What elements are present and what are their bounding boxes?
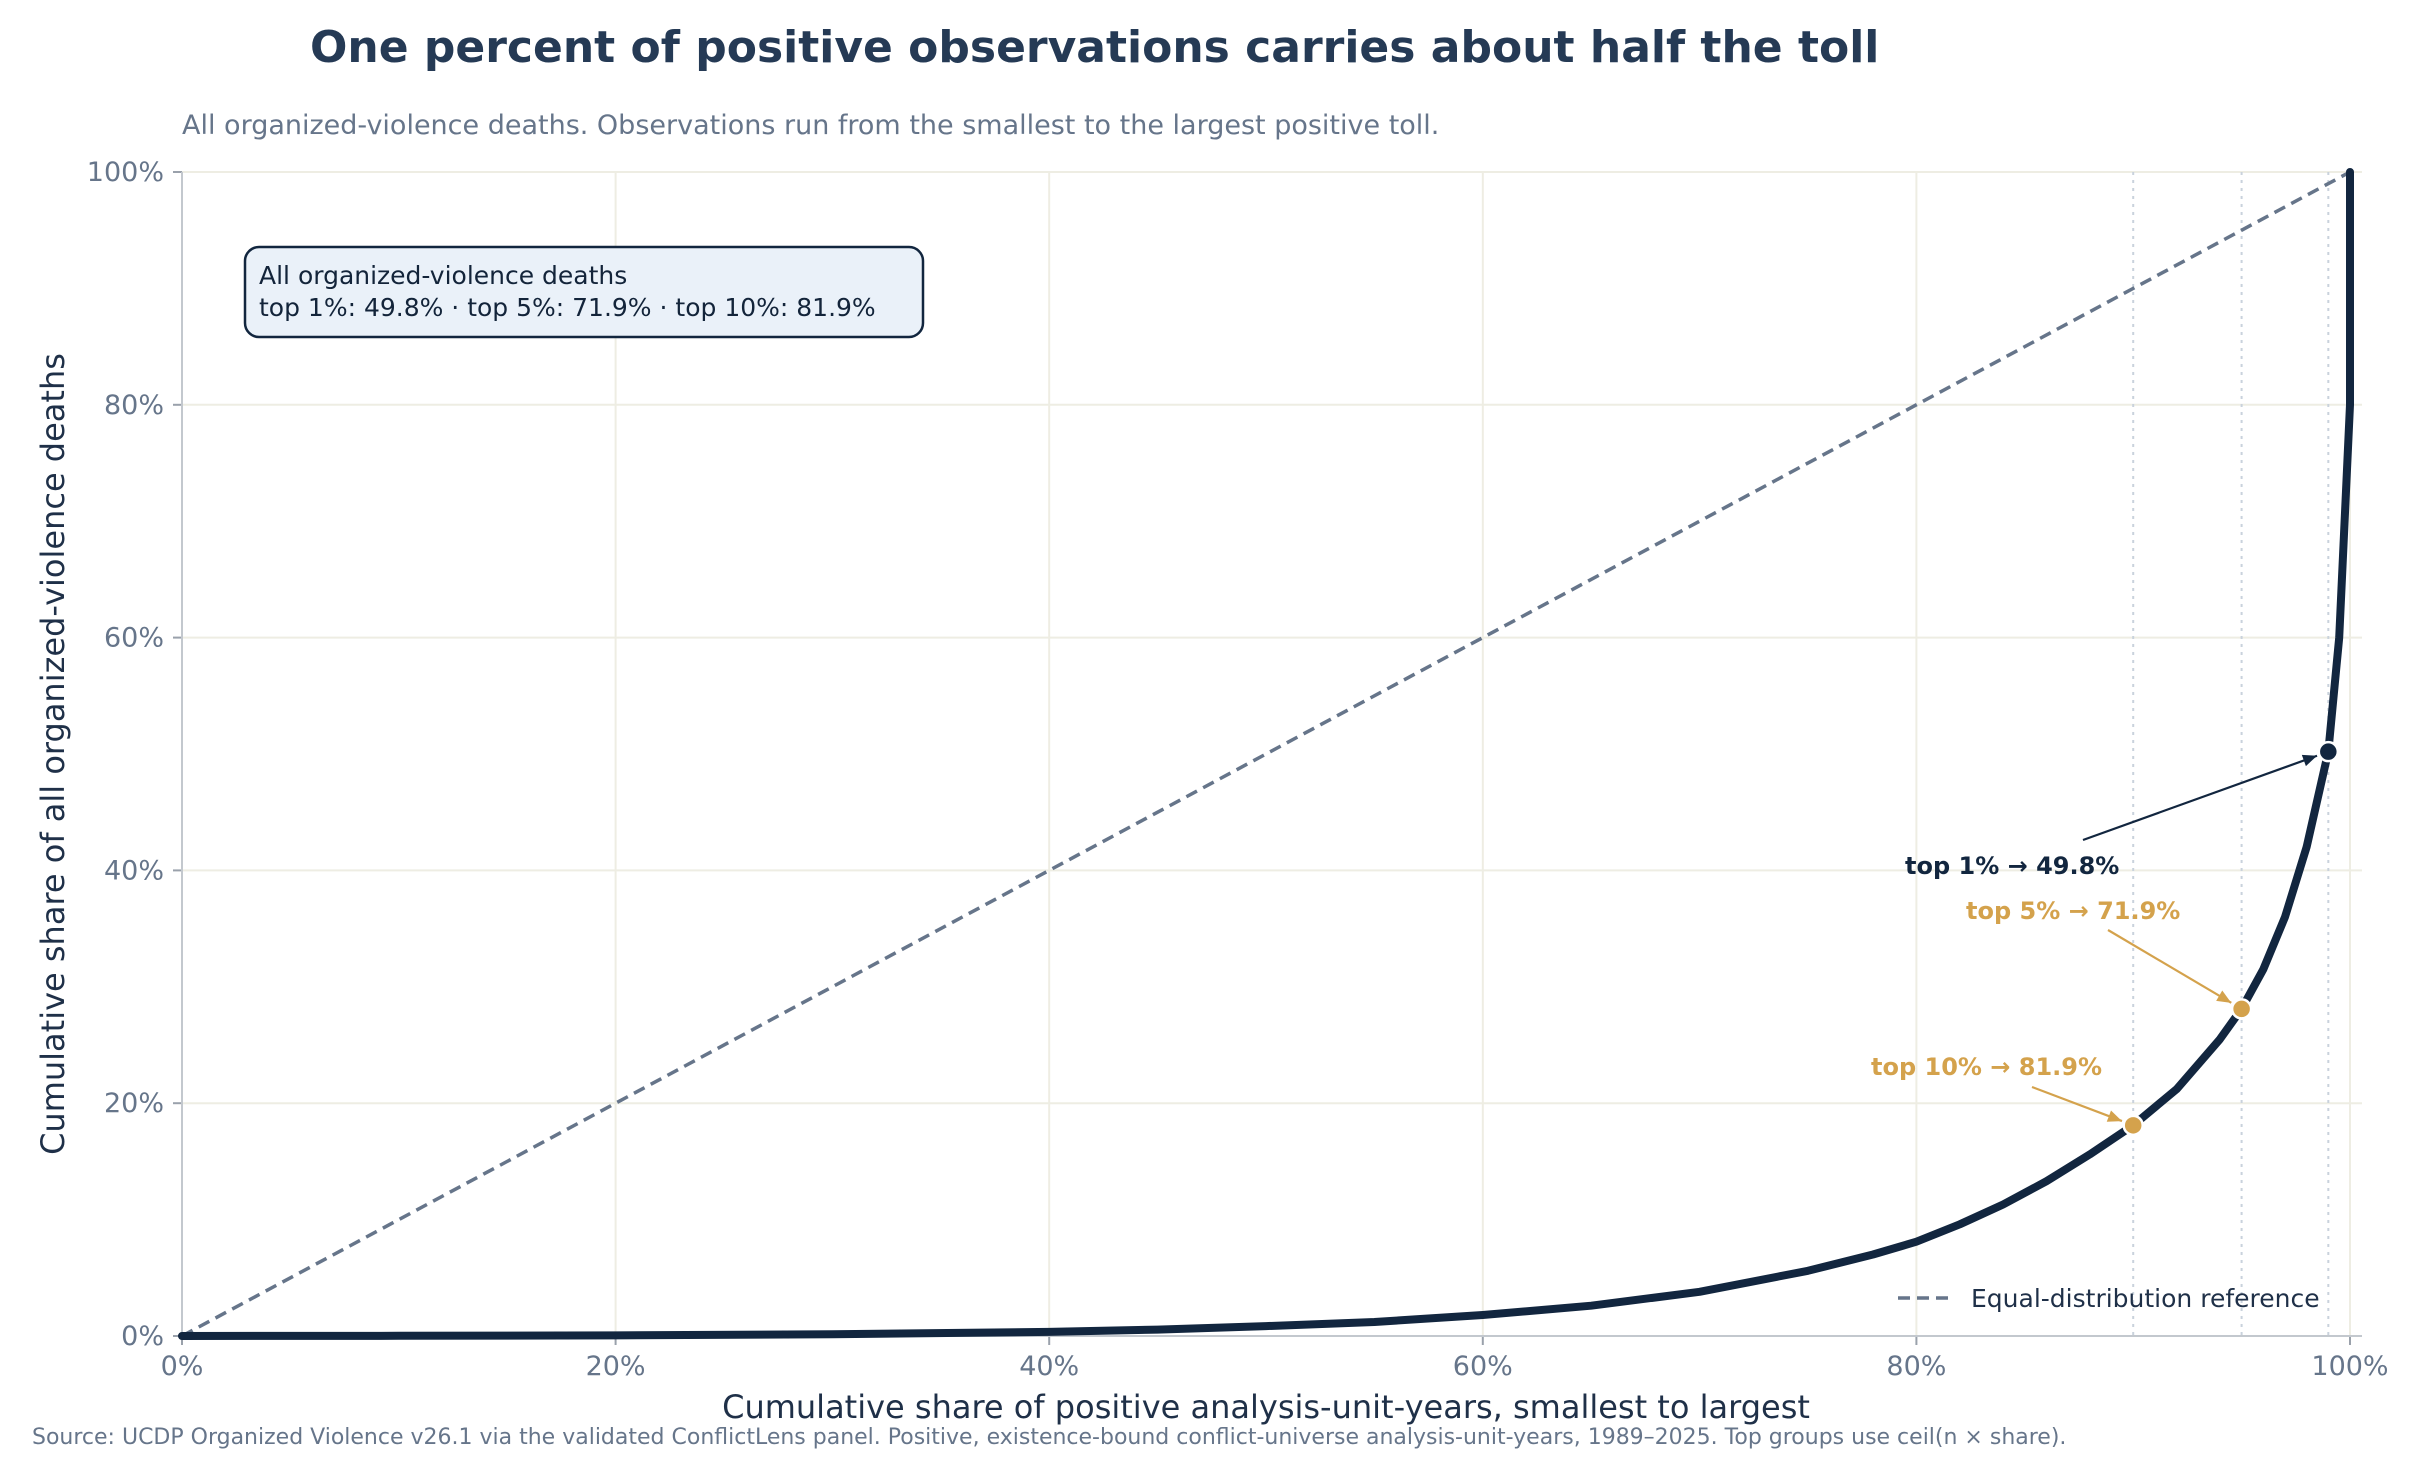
annotation-arrow xyxy=(2031,1085,2123,1123)
chart-title: One percent of positive observations car… xyxy=(310,22,1879,73)
y-tick-label: 20% xyxy=(104,1088,164,1119)
info-box-frame xyxy=(243,245,925,339)
annotations: top 1% → 49.8% top 5% → 71.9% top 10% → 81… xyxy=(1871,754,2318,1123)
x-tick-label: 100% xyxy=(2311,1351,2388,1382)
annotation-label: top 1% → 49.8% xyxy=(1905,852,2119,880)
x-tick-label: 60% xyxy=(1453,1351,1513,1382)
threshold-marker xyxy=(2122,1114,2144,1137)
info-box-line-2: top 1%: 49.8% · top 5%: 71.9% · top 10%:… xyxy=(259,293,876,322)
annotation-arrow xyxy=(2107,929,2232,1004)
legend: Equal-distribution reference xyxy=(1898,1284,2320,1313)
chart-subtitle: All organized-violence deaths. Observati… xyxy=(182,110,1439,141)
info-box-line-1: All organized-violence deaths xyxy=(259,261,627,290)
y-tick-label: 100% xyxy=(87,157,164,188)
annotation-arrowhead xyxy=(2301,754,2318,767)
lorenz-curve xyxy=(178,168,2354,1340)
threshold-lines xyxy=(2132,172,2330,1336)
threshold-marker xyxy=(2317,740,2340,763)
markers xyxy=(2122,740,2340,1137)
y-tick-label: 60% xyxy=(104,623,164,654)
annotation-label: top 10% → 81.9% xyxy=(1871,1053,2102,1081)
x-tick-label: 40% xyxy=(1019,1351,1079,1382)
threshold-marker xyxy=(2230,998,2253,1020)
annotation-arrowhead xyxy=(2106,1110,2122,1122)
x-tick-label: 0% xyxy=(161,1351,204,1382)
grid-lines xyxy=(173,171,2362,1345)
y-tick-label: 40% xyxy=(104,855,164,886)
y-tick-label: 0% xyxy=(121,1321,164,1352)
equal-distribution-reference-line xyxy=(181,170,2351,1338)
x-tick-labels: 0% 20% 40% 60% 80% 100% xyxy=(161,1351,2389,1382)
x-axis-label: Cumulative share of positive analysis-un… xyxy=(722,1388,1810,1426)
annotation-label: top 5% → 71.9% xyxy=(1966,897,2180,925)
y-axis-label: Cumulative share of all organized-violen… xyxy=(34,353,72,1155)
source-note: Source: UCDP Organized Violence v26.1 vi… xyxy=(32,1425,2066,1450)
x-tick-label: 80% xyxy=(1886,1351,1946,1382)
legend-reference-label: Equal-distribution reference xyxy=(1971,1284,2320,1313)
info-box: All organized-violence deaths top 1%: 49… xyxy=(243,245,925,339)
annotation-arrow xyxy=(2082,754,2318,842)
y-tick-label: 80% xyxy=(104,390,164,421)
annotation-arrowhead xyxy=(2216,990,2232,1003)
y-tick-labels: 0% 20% 40% 60% 80% 100% xyxy=(87,157,164,1352)
x-tick-label: 20% xyxy=(586,1351,646,1382)
